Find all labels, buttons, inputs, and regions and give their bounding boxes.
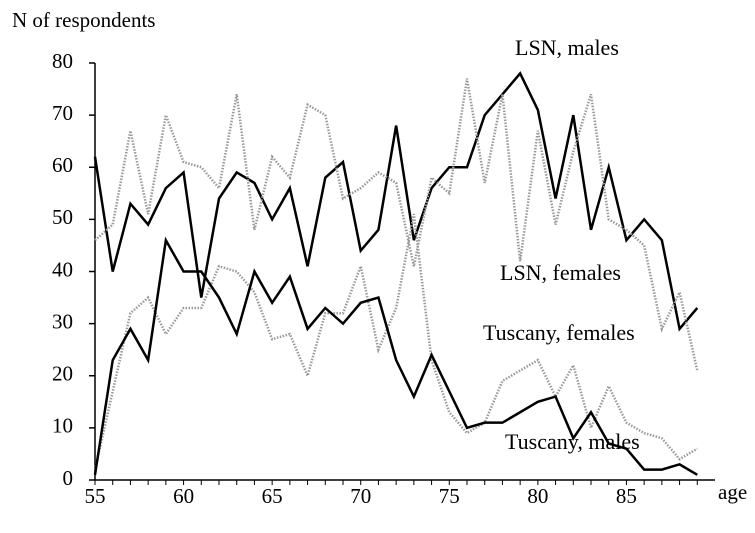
y-tick-label: 50	[52, 205, 73, 229]
y-tick-label: 80	[52, 49, 73, 73]
x-axis-label: age	[718, 480, 747, 504]
series-line	[94, 78, 699, 371]
x-tick-label: 55	[85, 484, 106, 508]
x-tick-label: 80	[527, 484, 548, 508]
series-label: Tuscany, females	[483, 320, 635, 345]
x-tick-label: 85	[616, 484, 637, 508]
series-label: Tuscany, males	[505, 429, 640, 454]
series-line	[93, 213, 698, 470]
y-tick-label: 70	[52, 101, 73, 125]
x-tick-label: 70	[350, 484, 371, 508]
x-tick-label: 65	[262, 484, 283, 508]
series-line	[93, 236, 698, 476]
x-tick-label: 60	[173, 484, 194, 508]
y-tick-label: 30	[52, 309, 73, 333]
y-tick-label: 20	[52, 362, 73, 386]
x-tick-label: 75	[439, 484, 460, 508]
y-axis-label: N of respondents	[12, 8, 155, 32]
y-tick-label: 40	[52, 257, 73, 281]
series-line	[93, 71, 699, 332]
y-tick-label: 10	[52, 414, 73, 438]
series-label: LSN, females	[500, 260, 621, 285]
y-tick-label: 0	[63, 466, 74, 490]
y-tick-label: 60	[52, 153, 73, 177]
series-label: LSN, males	[515, 35, 619, 60]
